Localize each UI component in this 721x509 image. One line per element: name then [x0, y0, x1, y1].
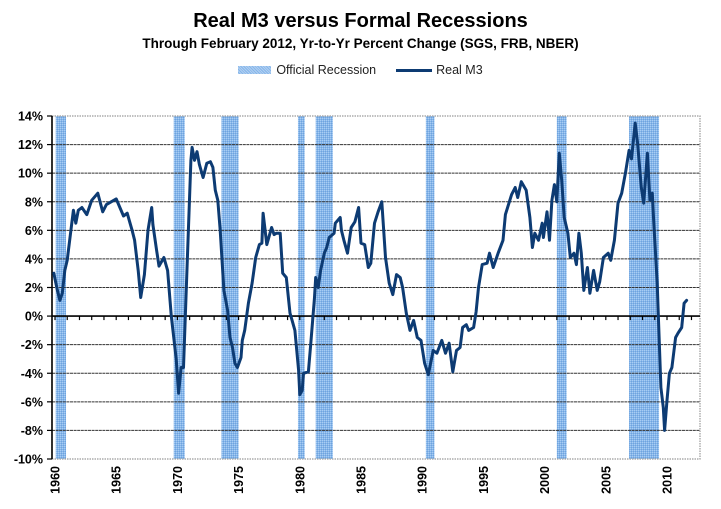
x-tick-label: 1970: [171, 466, 185, 494]
x-tick-label: 2010: [661, 466, 675, 494]
y-tick-label: 8%: [25, 195, 43, 209]
y-tick-label: -6%: [21, 395, 43, 409]
y-tick-label: -2%: [21, 338, 43, 352]
x-tick-label: 1965: [110, 466, 124, 494]
y-tick-label: 14%: [18, 110, 43, 124]
y-tick-label: 6%: [25, 224, 43, 238]
legend-label-recession: Official Recession: [276, 63, 377, 77]
legend-swatch-real-m3: [396, 68, 433, 72]
y-tick-label: 0%: [25, 310, 43, 324]
y-tick-label: 10%: [18, 167, 43, 181]
y-tick-label: 12%: [18, 138, 43, 152]
series-line-real-m3: [52, 121, 689, 432]
x-tick-label: 1960: [49, 466, 63, 494]
y-tick-label: 4%: [25, 252, 43, 266]
x-tick-label: 1985: [355, 466, 369, 494]
y-tick-label: 2%: [25, 281, 43, 295]
y-tick-label: -4%: [21, 367, 43, 381]
y-tick-label: -10%: [14, 453, 43, 467]
y-tick-label: -8%: [21, 424, 43, 438]
legend-item-real-m3: Real M3: [396, 63, 483, 77]
x-tick-label: 1975: [232, 466, 246, 494]
legend-item-recession: Official Recession: [238, 63, 376, 77]
legend-swatch-recession: [238, 66, 272, 74]
x-tick-label: 1995: [477, 466, 491, 494]
legend-label-real-m3: Real M3: [436, 63, 483, 77]
x-tick-label: 2000: [538, 466, 552, 494]
chart-title: Real M3 versus Formal Recessions: [193, 10, 528, 32]
x-tick-label: 1990: [416, 466, 430, 494]
chart-subtitle: Through February 2012, Yr-to-Yr Percent …: [142, 36, 579, 51]
legend: Official Recession Real M3: [0, 63, 721, 77]
x-tick-label: 2005: [599, 466, 613, 494]
x-tick-label: 1980: [293, 466, 307, 494]
